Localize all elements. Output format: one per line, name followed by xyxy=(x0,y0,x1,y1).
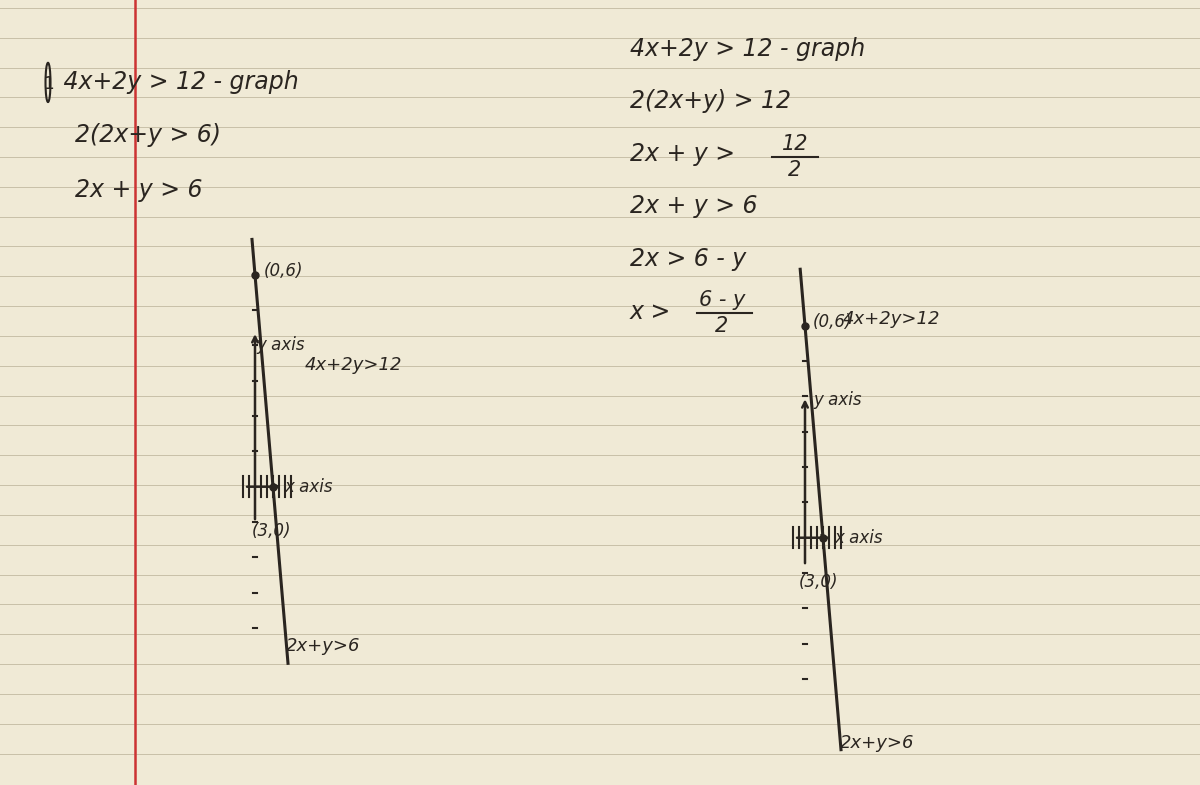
Text: 2x + y > 6: 2x + y > 6 xyxy=(630,195,757,218)
Text: 2(2x+y) > 12: 2(2x+y) > 12 xyxy=(630,89,791,113)
Text: 12: 12 xyxy=(781,134,809,155)
Text: 4x+2y>12: 4x+2y>12 xyxy=(305,356,402,374)
Text: 2x+y>6: 2x+y>6 xyxy=(840,734,914,751)
Text: 2: 2 xyxy=(788,159,802,180)
Text: 2x+y>6: 2x+y>6 xyxy=(287,637,361,655)
Text: x axis: x axis xyxy=(284,478,334,495)
Text: 2(2x+y > 6): 2(2x+y > 6) xyxy=(74,123,221,147)
Text: 2x + y >: 2x + y > xyxy=(630,142,743,166)
Text: (3,0): (3,0) xyxy=(798,573,838,591)
Text: 2x > 6 - y: 2x > 6 - y xyxy=(630,247,746,271)
Text: x axis: x axis xyxy=(835,529,883,546)
Text: 6 - y: 6 - y xyxy=(698,290,745,310)
Text: 4x+2y > 12 - graph: 4x+2y > 12 - graph xyxy=(630,37,865,60)
Text: (0,6): (0,6) xyxy=(264,262,304,279)
Text: y axis: y axis xyxy=(256,337,305,354)
Text: 2: 2 xyxy=(715,316,728,336)
Text: 4x+2y>12: 4x+2y>12 xyxy=(844,311,941,328)
Text: 2x + y > 6: 2x + y > 6 xyxy=(74,178,203,202)
Text: y axis: y axis xyxy=(814,391,862,409)
Text: 1: 1 xyxy=(43,75,53,93)
Text: (0,6): (0,6) xyxy=(814,313,852,330)
Text: x >: x > xyxy=(630,300,679,323)
Text: (3,0): (3,0) xyxy=(251,522,290,540)
Text: 4x+2y > 12 - graph: 4x+2y > 12 - graph xyxy=(56,71,299,94)
